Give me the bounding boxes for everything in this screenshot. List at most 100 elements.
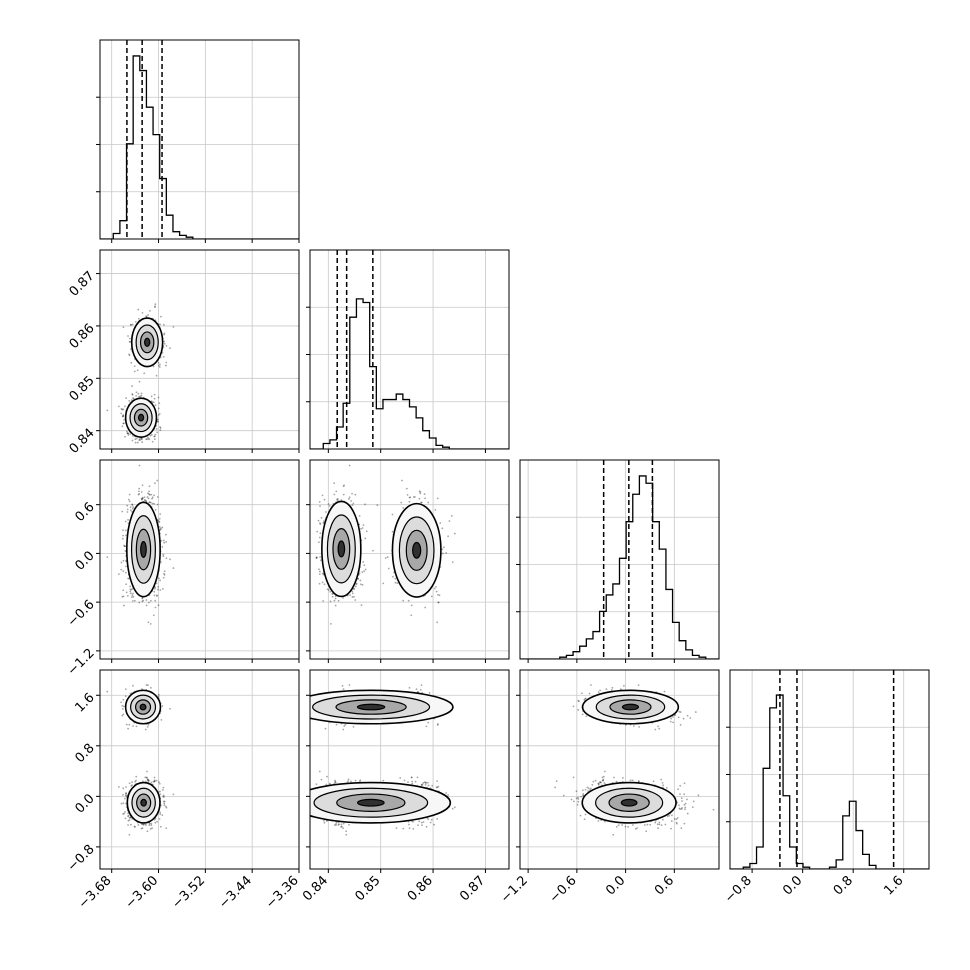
sample-point <box>145 500 148 502</box>
sample-point <box>147 437 150 440</box>
sample-point <box>138 601 141 604</box>
sample-point <box>156 588 159 591</box>
sample-point <box>122 559 125 562</box>
sample-point <box>122 414 125 417</box>
sample-point <box>157 362 160 364</box>
sample-point <box>143 372 146 375</box>
sample-point <box>134 438 137 441</box>
sample-point <box>354 599 357 601</box>
panel-frame <box>99 249 300 450</box>
sample-point <box>453 532 456 535</box>
sample-point <box>124 549 127 552</box>
sample-point <box>132 506 135 509</box>
sample-point <box>316 530 319 533</box>
sample-point <box>165 557 168 560</box>
sample-point <box>158 413 161 415</box>
sample-point <box>126 508 129 511</box>
histogram-panel-0 <box>96 39 300 243</box>
sample-point <box>386 556 389 558</box>
sample-point <box>121 537 124 540</box>
sample-point <box>158 366 161 368</box>
sample-point <box>436 621 439 624</box>
sample-point <box>122 604 125 607</box>
sample-point <box>315 556 318 559</box>
sample-point <box>419 491 422 493</box>
sample-point <box>408 500 411 503</box>
sample-point <box>361 571 364 574</box>
sample-point <box>319 559 322 562</box>
sample-point <box>420 501 422 504</box>
panel-frame <box>309 249 510 450</box>
sample-point <box>155 374 158 377</box>
sample-point <box>145 438 148 441</box>
sample-point <box>132 397 134 399</box>
sample-point <box>160 527 162 530</box>
sample-point <box>434 508 437 511</box>
sample-point <box>152 365 155 368</box>
sample-point <box>131 504 134 507</box>
sample-point <box>169 347 171 350</box>
sample-point <box>146 438 148 441</box>
sample-point <box>148 490 150 493</box>
sample-point <box>361 527 364 529</box>
sample-point <box>123 419 125 421</box>
sample-point <box>152 401 155 404</box>
sample-point <box>141 498 143 501</box>
sample-point <box>140 394 143 397</box>
sample-point <box>141 496 144 499</box>
sample-point <box>360 527 362 530</box>
density-contour <box>140 541 147 558</box>
sample-point <box>145 315 148 318</box>
sample-point <box>121 425 124 428</box>
sample-point <box>162 576 165 579</box>
sample-point <box>334 595 337 598</box>
sample-point <box>156 431 159 434</box>
sample-point <box>122 414 125 416</box>
sample-point <box>154 599 157 602</box>
sample-point <box>148 501 151 504</box>
sample-point <box>149 501 152 504</box>
sample-point <box>407 599 410 602</box>
sample-point <box>127 432 129 435</box>
sample-point <box>138 438 141 440</box>
sample-point <box>153 594 156 597</box>
sample-point <box>124 520 127 523</box>
sample-point <box>157 519 160 522</box>
sample-point <box>172 567 175 569</box>
sample-point <box>355 582 358 585</box>
sample-point <box>315 557 318 559</box>
sample-point <box>149 599 152 602</box>
sample-point <box>154 306 156 309</box>
sample-point <box>122 529 124 532</box>
sample-point <box>342 596 344 599</box>
sample-point <box>400 501 403 504</box>
sample-point <box>447 535 449 538</box>
sample-point <box>122 534 125 537</box>
sample-point <box>128 500 131 503</box>
sample-point <box>162 555 165 558</box>
sample-point <box>133 599 136 602</box>
sample-point <box>154 303 157 306</box>
sample-point <box>352 588 355 590</box>
sample-point <box>450 515 453 517</box>
sample-point <box>165 541 168 543</box>
sample-point <box>156 594 158 597</box>
sample-point <box>156 595 158 597</box>
sample-point <box>396 582 399 584</box>
sample-point <box>131 507 134 510</box>
sample-point <box>319 523 322 526</box>
sample-point <box>165 364 167 367</box>
sample-point <box>125 591 128 594</box>
sample-point <box>423 493 426 495</box>
sample-point <box>161 526 164 529</box>
histogram-panel-2 <box>516 459 720 663</box>
sample-point <box>138 492 141 495</box>
sample-point <box>131 439 134 442</box>
sample-point <box>348 464 351 467</box>
panel-content <box>310 250 509 449</box>
sample-point <box>321 572 324 575</box>
sample-point <box>336 497 339 500</box>
sample-point <box>150 395 153 398</box>
sample-point <box>319 522 321 525</box>
sample-point <box>140 498 143 500</box>
